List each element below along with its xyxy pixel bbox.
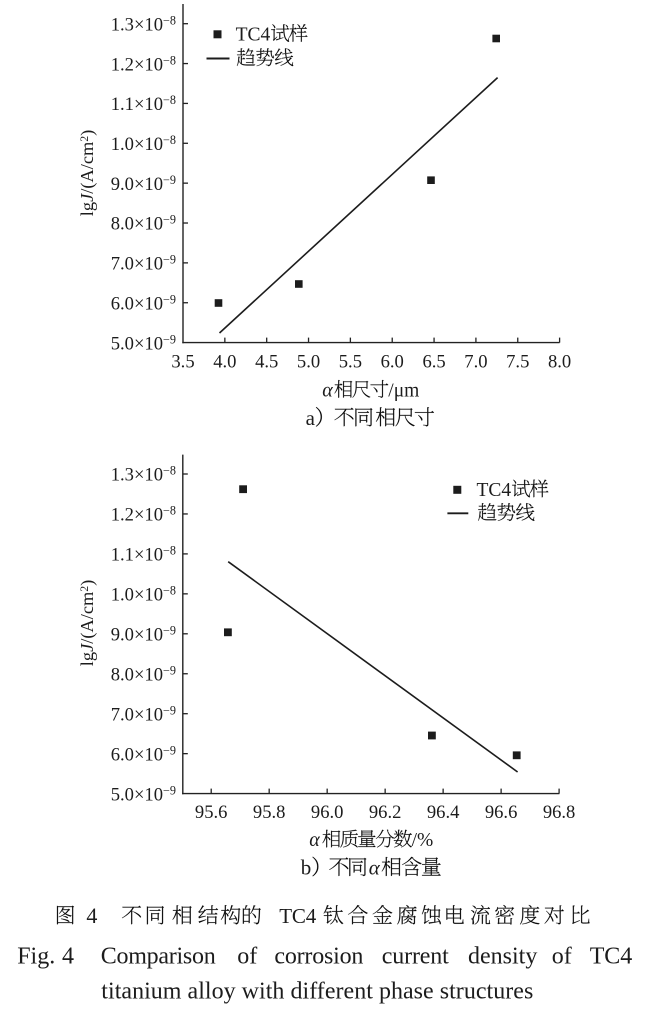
svg-text:95.6: 95.6 <box>195 802 228 823</box>
svg-text:Fig.: Fig. <box>17 944 55 970</box>
svg-text:4: 4 <box>62 944 74 970</box>
svg-text:titanium alloy with different: titanium alloy with different phase stru… <box>101 978 533 1004</box>
svg-text:corrosion: corrosion <box>274 944 363 970</box>
svg-text:α: α <box>322 379 333 401</box>
svg-text:6.0×10−9: 6.0×10−9 <box>111 292 176 314</box>
svg-text:α: α <box>369 856 381 880</box>
svg-text:5.0×10−9: 5.0×10−9 <box>111 783 176 805</box>
svg-text:96.8: 96.8 <box>543 802 576 823</box>
svg-text:/μm: /μm <box>388 380 419 401</box>
svg-text:3.5: 3.5 <box>171 352 194 373</box>
svg-text:96.4: 96.4 <box>427 802 460 823</box>
svg-text:96.6: 96.6 <box>485 802 518 823</box>
svg-text:8.0×10−9: 8.0×10−9 <box>111 213 176 235</box>
svg-text:7.0×10−9: 7.0×10−9 <box>111 703 176 725</box>
svg-text:8.0: 8.0 <box>548 352 571 373</box>
svg-text:6.0: 6.0 <box>381 352 404 373</box>
svg-text:1.0×10−8: 1.0×10−8 <box>111 584 176 606</box>
svg-text:Comparison: Comparison <box>101 944 216 970</box>
svg-text:a: a <box>306 406 316 430</box>
svg-text:1.1×10−8: 1.1×10−8 <box>111 93 176 115</box>
svg-text:5.5: 5.5 <box>339 352 362 373</box>
svg-text:7.0: 7.0 <box>464 352 487 373</box>
svg-text:1.0×10−8: 1.0×10−8 <box>111 133 176 155</box>
svg-text:7.0×10−9: 7.0×10−9 <box>111 253 176 275</box>
svg-text:b: b <box>301 856 312 880</box>
svg-text:density: density <box>468 944 537 970</box>
svg-text:lgJ/(A/cm2): lgJ/(A/cm2) <box>77 130 98 216</box>
svg-text:8.0×10−9: 8.0×10−9 <box>111 663 176 685</box>
svg-text:TC4: TC4 <box>236 24 271 45</box>
svg-text:TC4: TC4 <box>590 944 633 970</box>
svg-text:5.0×10−9: 5.0×10−9 <box>111 332 176 354</box>
svg-text:1.2×10−8: 1.2×10−8 <box>111 504 176 526</box>
svg-text:lgJ/(A/cm2): lgJ/(A/cm2) <box>77 580 98 666</box>
svg-text:TC4: TC4 <box>279 904 317 928</box>
svg-text:95.8: 95.8 <box>253 802 286 823</box>
svg-text:9.0×10−9: 9.0×10−9 <box>111 624 176 646</box>
svg-text:1.1×10−8: 1.1×10−8 <box>111 544 176 566</box>
svg-text:9.0×10−9: 9.0×10−9 <box>111 173 176 195</box>
svg-text:TC4: TC4 <box>477 480 512 501</box>
svg-text:6.5: 6.5 <box>422 352 445 373</box>
svg-text:/%: /% <box>412 830 434 851</box>
svg-text:of: of <box>237 944 257 970</box>
svg-text:1.3×10−8: 1.3×10−8 <box>111 464 176 486</box>
svg-text:current: current <box>382 944 449 970</box>
svg-text:4.5: 4.5 <box>255 352 278 373</box>
svg-text:7.5: 7.5 <box>506 352 529 373</box>
svg-text:α: α <box>309 829 320 851</box>
svg-text:of: of <box>552 944 572 970</box>
svg-text:4: 4 <box>86 903 97 928</box>
svg-text:96.2: 96.2 <box>369 802 402 823</box>
svg-text:96.0: 96.0 <box>311 802 344 823</box>
svg-text:1.3×10−8: 1.3×10−8 <box>111 13 176 35</box>
svg-text:4.0: 4.0 <box>213 352 236 373</box>
svg-text:6.0×10−9: 6.0×10−9 <box>111 743 176 765</box>
svg-text:1.2×10−8: 1.2×10−8 <box>111 53 176 75</box>
svg-text:5.0: 5.0 <box>297 352 320 373</box>
